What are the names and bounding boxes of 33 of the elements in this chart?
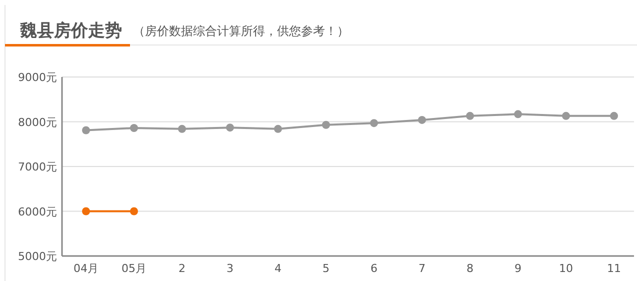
x-tick-label: 6 bbox=[370, 262, 378, 275]
point bbox=[610, 112, 618, 120]
point bbox=[226, 124, 234, 132]
point bbox=[274, 124, 282, 133]
point bbox=[322, 120, 330, 129]
x-tick-label: 2 bbox=[178, 262, 186, 275]
point bbox=[562, 112, 570, 120]
x-tick-label: 5 bbox=[322, 262, 330, 275]
y-tick-label: 8000元 bbox=[18, 116, 57, 129]
y-tick-label: 9000元 bbox=[18, 71, 57, 84]
point bbox=[82, 126, 90, 134]
point bbox=[370, 119, 378, 128]
point bbox=[82, 207, 90, 216]
chart-title: 魏县房价走势 bbox=[19, 21, 122, 41]
point bbox=[130, 124, 138, 132]
point bbox=[178, 124, 186, 133]
x-tick-label: 11 bbox=[607, 262, 621, 275]
x-tick-label: 05月 bbox=[122, 262, 146, 275]
point bbox=[130, 207, 138, 216]
x-tick-label: 4 bbox=[274, 262, 282, 275]
x-tick-label: 8 bbox=[466, 262, 474, 275]
x-tick-label: 9 bbox=[514, 262, 522, 275]
y-tick-label: 5000元 bbox=[18, 250, 57, 263]
x-tick-label: 7 bbox=[418, 262, 426, 275]
chart-subtitle: （房价数据综合计算所得，供您参考！） bbox=[133, 24, 349, 38]
x-tick-label: 04月 bbox=[74, 262, 98, 275]
x-tick-label: 10 bbox=[559, 262, 573, 275]
y-tick-label: 7000元 bbox=[18, 160, 57, 174]
x-tick-label: 3 bbox=[226, 262, 234, 275]
point bbox=[418, 116, 426, 124]
point bbox=[514, 110, 522, 118]
y-tick-label: 6000元 bbox=[18, 205, 57, 218]
point bbox=[466, 112, 474, 120]
